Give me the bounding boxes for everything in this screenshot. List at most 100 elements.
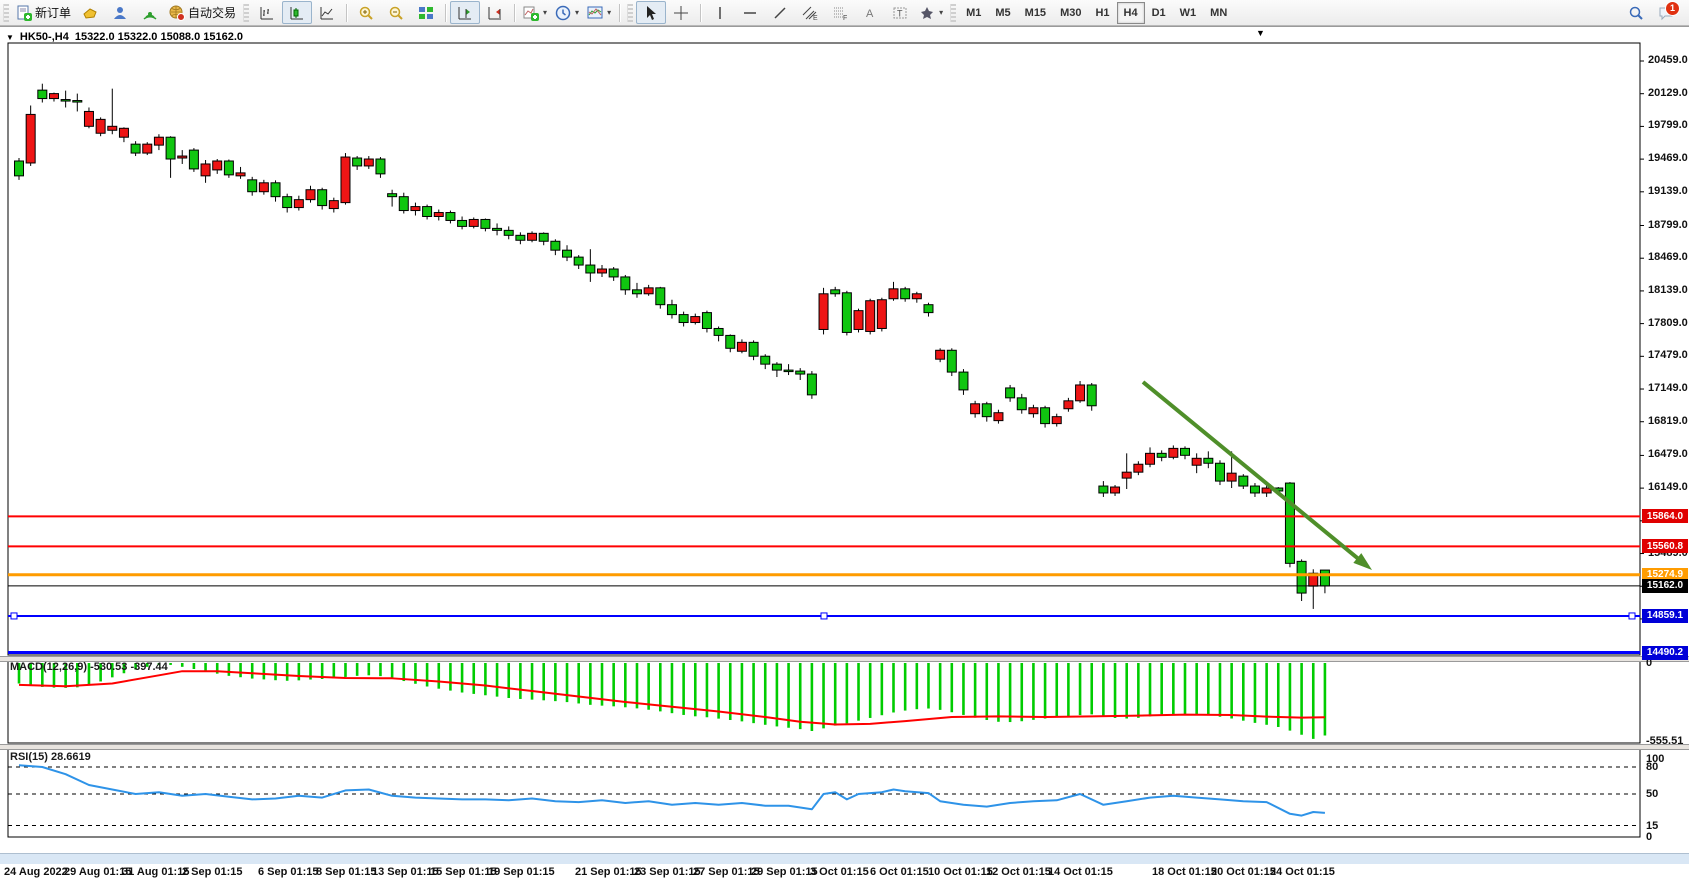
trendline-tool-button[interactable] (765, 1, 795, 24)
timeframe-button-h1[interactable]: H1 (1095, 6, 1110, 19)
zoom-out-icon (388, 5, 404, 21)
toolbar-grip[interactable] (243, 3, 250, 22)
candle-up (876, 299, 887, 329)
toolbar-separator (619, 3, 621, 22)
crosshair-tool-button[interactable] (666, 1, 696, 24)
auto-trading-button[interactable]: 自动交易 (165, 1, 240, 24)
candle-down (270, 182, 281, 198)
timeframe-button-m1[interactable]: M1 (966, 6, 982, 19)
timeframe-button-m30[interactable]: M30 (1060, 6, 1082, 19)
candle-down (1238, 475, 1249, 487)
auto-scroll-button[interactable] (480, 1, 510, 24)
fibonacci-tool-button[interactable]: F (825, 1, 855, 24)
timeframe-button-m15[interactable]: M15 (1024, 6, 1047, 19)
time-axis-label: 31 Aug 01:15 (122, 866, 190, 878)
periods-dropdown-caret[interactable]: ▾ (575, 8, 580, 17)
arrows-tool-button[interactable]: ▾ (915, 1, 947, 24)
trend-arrow-annotation[interactable] (1141, 380, 1366, 566)
market-watch-button[interactable] (75, 1, 105, 24)
periods-button[interactable]: ▾ (551, 1, 583, 24)
candle-chart-mode-button[interactable] (282, 1, 313, 24)
arrows-dropdown-caret[interactable]: ▾ (939, 8, 944, 17)
candle-down (550, 240, 561, 251)
candle-up (527, 232, 538, 241)
bar-chart-mode-button[interactable] (252, 1, 282, 24)
candle-up (1028, 407, 1039, 415)
main-toolbar: 新订单 自动交易 (0, 0, 1689, 26)
indicator-axis-label: 80 (1646, 761, 1659, 773)
template-icon (587, 5, 603, 21)
timeframe-button-w1[interactable]: W1 (1179, 6, 1197, 19)
candle-up (1261, 487, 1272, 494)
templates-button[interactable]: ▾ (583, 1, 615, 24)
rsi-line (18, 764, 1325, 817)
indicator-axis-label: 0 (1646, 831, 1653, 843)
candle-down (748, 341, 759, 357)
chart-title-bar[interactable]: ▼ HK50-,H4 15322.0 15322.0 15088.0 15162… (6, 31, 243, 43)
chart-shift-button[interactable] (450, 1, 481, 24)
timeframe-button-d1[interactable]: D1 (1151, 6, 1166, 19)
candle-up (970, 403, 981, 415)
macd-rsi-splitter[interactable] (0, 744, 1689, 750)
new-order-button[interactable]: 新订单 (12, 1, 75, 24)
text-label-tool-button[interactable]: T (885, 1, 915, 24)
text-tool-button[interactable]: A (855, 1, 885, 24)
line-selection-handle[interactable] (10, 612, 18, 620)
tile-windows-button[interactable] (411, 1, 441, 24)
timeframe-button-m5[interactable]: M5 (995, 6, 1011, 19)
candle-down (981, 403, 992, 418)
price-axis-label: 19469.0 (1648, 152, 1688, 165)
time-axis-label: 12 Oct 01:15 (986, 866, 1051, 878)
equidistant-channel-icon: E (802, 5, 818, 21)
candle-up (305, 189, 316, 201)
candles-layer (14, 83, 1330, 609)
chart-canvas[interactable] (0, 27, 1689, 863)
candle-up (935, 349, 946, 360)
cursor-tool-button[interactable] (636, 1, 667, 24)
candle-down (771, 363, 782, 371)
candle-up (1063, 400, 1074, 410)
price-axis-label: 20459.0 (1648, 54, 1688, 66)
indicators-button[interactable]: ▾ (519, 1, 551, 24)
timeframe-button-mn[interactable]: MN (1210, 6, 1228, 19)
cursor-arrow-icon (643, 5, 659, 21)
candle-down (1319, 569, 1330, 587)
chart-shift-marker-icon[interactable]: ▼ (1256, 28, 1265, 38)
main-macd-splitter[interactable] (0, 656, 1689, 662)
candle-up (690, 316, 701, 324)
chart-collapse-icon[interactable]: ▼ (6, 32, 14, 42)
candle-down (1284, 482, 1295, 564)
candle-down (515, 234, 526, 241)
navigator-button[interactable] (105, 1, 135, 24)
price-axis-label: 18139.0 (1648, 283, 1688, 296)
horizontal-line-tool-button[interactable] (735, 1, 765, 24)
channel-tool-button[interactable]: E (795, 1, 825, 24)
candle-down (492, 227, 503, 231)
line-chart-mode-button[interactable] (312, 1, 342, 24)
timeframe-button-h4[interactable]: H4 (1116, 1, 1145, 24)
indicator-axis-label: 0 (1646, 657, 1653, 669)
chat-button[interactable]: 1 (1651, 0, 1681, 24)
candle-up (200, 163, 211, 177)
indicators-dropdown-caret[interactable]: ▾ (543, 8, 548, 17)
zoom-in-button[interactable] (351, 1, 381, 24)
line-selection-handle[interactable] (820, 612, 828, 620)
candle-down (37, 89, 48, 100)
search-button[interactable] (1621, 1, 1651, 24)
candle-down (538, 232, 549, 242)
price-tag: 15162.0 (1642, 578, 1688, 593)
line-selection-handle[interactable] (1628, 612, 1636, 620)
data-window-button[interactable] (135, 1, 165, 24)
zoom-out-button[interactable] (381, 1, 411, 24)
candle-down (1086, 384, 1097, 407)
toolbar-grip[interactable] (950, 3, 957, 22)
candle-down (608, 268, 619, 278)
toolbar-separator (514, 3, 516, 22)
trend-arrow-head[interactable] (1353, 553, 1372, 570)
toolbar-grip[interactable] (3, 3, 9, 22)
toolbar-grip[interactable] (627, 3, 634, 22)
price-axis-label: 19799.0 (1648, 119, 1688, 132)
templates-dropdown-caret[interactable]: ▾ (607, 8, 612, 17)
vertical-line-tool-button[interactable] (705, 1, 735, 24)
